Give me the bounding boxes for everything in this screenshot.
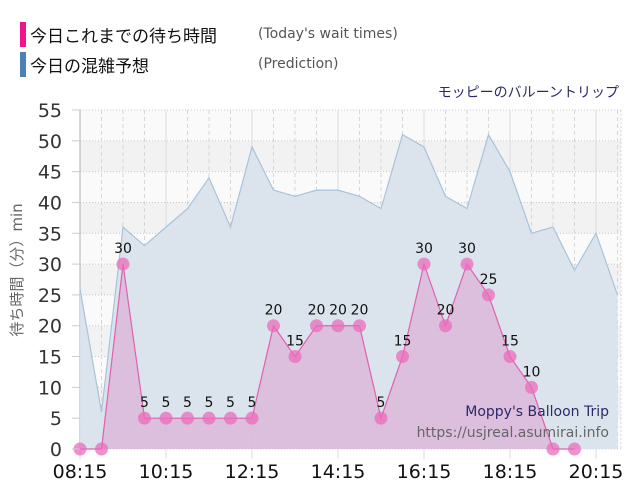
watermark-name: Moppy's Balloon Trip — [465, 404, 609, 420]
x-tick-label: 20:15 — [569, 461, 624, 483]
y-tick-label: 5 — [50, 408, 62, 430]
chart-title: モッピーのバルーントリップ — [438, 85, 619, 101]
wait-time-point — [546, 442, 560, 456]
y-tick-label: 40 — [38, 192, 62, 214]
wait-time-point — [245, 411, 259, 425]
wait-time-point — [181, 411, 194, 425]
background-band — [80, 110, 621, 141]
wait-time-point — [568, 442, 581, 456]
wait-time-label: 30 — [114, 241, 132, 257]
background-band — [80, 140, 621, 172]
wait-time-point — [310, 319, 323, 333]
wait-time-label: 30 — [415, 241, 433, 257]
y-tick-label: 35 — [38, 223, 62, 245]
wait-time-label: 20 — [351, 303, 369, 319]
legend-item-prediction: 今日の混雑予想 (Prediction) — [20, 49, 398, 79]
x-tick-label: 18:15 — [483, 461, 538, 483]
wait-time-label: 20 — [265, 303, 283, 319]
y-tick-label: 30 — [38, 254, 62, 276]
y-tick-label: 55 — [38, 100, 62, 122]
y-tick-label: 20 — [38, 316, 62, 338]
wait-time-label: 20 — [308, 303, 326, 319]
legend-swatch-prediction — [20, 51, 26, 77]
x-axis: 08:15 10:15 12:15 14:15 16:15 18:15 20:15 — [53, 461, 624, 483]
wait-time-point — [482, 288, 495, 302]
y-axis: 0 5 10 15 20 25 30 35 40 45 50 55 — [38, 100, 80, 461]
x-tick-label: 14:15 — [311, 461, 366, 483]
wait-time-label: 20 — [329, 303, 347, 319]
wait-time-point — [525, 380, 538, 394]
wait-time-label: 5 — [162, 395, 171, 411]
wait-time-point — [460, 257, 474, 271]
y-tick-label: 10 — [38, 377, 62, 399]
wait-time-point — [116, 257, 130, 271]
wait-time-label: 5 — [183, 395, 192, 411]
legend-label-wait: 今日これまでの待ち時間 — [30, 26, 217, 47]
wait-time-label: 5 — [248, 395, 257, 411]
wait-time-point — [267, 319, 280, 333]
y-tick-label: 50 — [38, 131, 62, 153]
wait-time-point — [353, 319, 366, 333]
wait-time-label: 30 — [458, 241, 476, 257]
wait-time-point — [396, 350, 409, 364]
wait-time-point — [159, 411, 173, 425]
wait-time-point — [138, 411, 151, 425]
wait-time-point — [417, 257, 431, 271]
wait-time-points — [73, 257, 581, 456]
wait-time-label: 10 — [523, 364, 541, 380]
prediction-line — [79, 133, 619, 413]
wait-time-point — [374, 411, 388, 425]
wait-time-label: 15 — [501, 334, 519, 350]
legend-item-wait-times: 今日これまでの待ち時間 (Today's wait times) — [20, 19, 398, 49]
wait-time-label: 5 — [140, 395, 149, 411]
x-tick-label: 12:15 — [225, 461, 280, 483]
y-tick-label: 25 — [38, 285, 62, 307]
watermark-url: https://usjreal.asumirai.info — [417, 425, 609, 441]
x-tick-label: 08:15 — [53, 461, 108, 483]
wait-time-label: 15 — [286, 334, 304, 350]
legend-swatch-wait — [20, 21, 26, 47]
wait-time-point — [503, 350, 517, 364]
y-axis-title: 待ち時間（分）min — [8, 203, 26, 336]
wait-time-label: 5 — [205, 395, 214, 411]
wait-time-point — [224, 411, 237, 425]
legend-english-prediction: (Prediction) — [258, 56, 339, 72]
wait-time-label: 5 — [377, 395, 386, 411]
wait-time-point — [331, 319, 345, 333]
x-tick-label: 16:15 — [397, 461, 452, 483]
wait-time-label: 5 — [226, 395, 235, 411]
wait-time-label: 20 — [437, 303, 455, 319]
wait-time-label: 15 — [394, 334, 412, 350]
y-tick-label: 0 — [50, 439, 62, 461]
y-tick-label: 15 — [38, 347, 62, 369]
wait-time-point — [202, 411, 216, 425]
legend-english-wait: (Today's wait times) — [258, 26, 398, 42]
wait-time-point — [288, 350, 302, 364]
y-tick-label: 45 — [38, 162, 62, 184]
wait-time-point — [95, 442, 108, 456]
wait-time-point — [439, 319, 452, 333]
wait-time-label: 25 — [480, 272, 498, 288]
x-tick-label: 10:15 — [139, 461, 194, 483]
legend-label-prediction: 今日の混雑予想 — [30, 56, 149, 77]
legend: 今日これまでの待ち時間 (Today's wait times) 今日の混雑予想… — [20, 19, 398, 79]
